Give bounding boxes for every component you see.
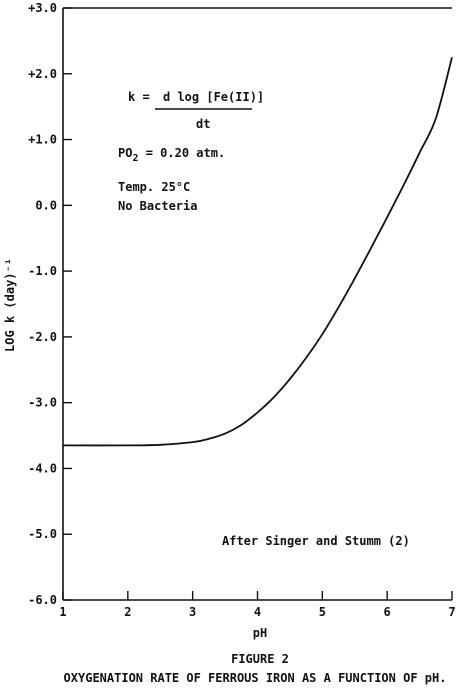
series-line (62, 57, 453, 447)
y-tick-label: -1.0 (28, 264, 57, 278)
series-group (62, 57, 453, 447)
y-tick-label: -6.0 (28, 593, 57, 607)
x-tick-label: 3 (189, 605, 196, 619)
y-tick-label: +2.0 (28, 67, 57, 81)
formula-lhs: k = (128, 90, 150, 104)
bacteria-label: No Bacteria (118, 199, 197, 213)
tick-labels: +3.0 +2.0 +1.0 0.0 -1.0 -2.0 -3.0 -4.0 -5.0 -6.01… (28, 1, 456, 619)
x-tick-label: 5 (319, 605, 326, 619)
figure-label: FIGURE 2 (231, 652, 289, 666)
y-axis-title: LOG k (day)⁻¹ (3, 258, 17, 352)
source-label: After Singer and Stumm (2) (222, 534, 410, 548)
x-tick-label: 7 (448, 605, 455, 619)
formula-denominator: dt (196, 117, 210, 131)
x-tick-label: 4 (254, 605, 261, 619)
axis-ticks (62, 7, 453, 601)
y-tick-label: -3.0 (28, 396, 57, 410)
x-tick-label: 6 (384, 605, 391, 619)
temp-label: Temp. 25°C (118, 180, 190, 194)
y-tick-label: 0.0 (35, 198, 57, 212)
x-tick-label: 1 (59, 605, 66, 619)
y-tick-label: +3.0 (28, 1, 57, 15)
y-tick-label: -4.0 (28, 461, 57, 475)
x-axis-title: pH (253, 626, 267, 640)
y-tick-label: -2.0 (28, 330, 57, 344)
y-tick-label: +1.0 (28, 133, 57, 147)
figure-caption: OXYGENATION RATE OF FERROUS IRON AS A FU… (64, 671, 447, 685)
po2-label: PO2 = 0.20 atm. (118, 146, 225, 164)
formula-numerator: d log [Fe(II)] (163, 90, 264, 104)
x-tick-label: 2 (124, 605, 131, 619)
y-tick-label: -5.0 (28, 527, 57, 541)
